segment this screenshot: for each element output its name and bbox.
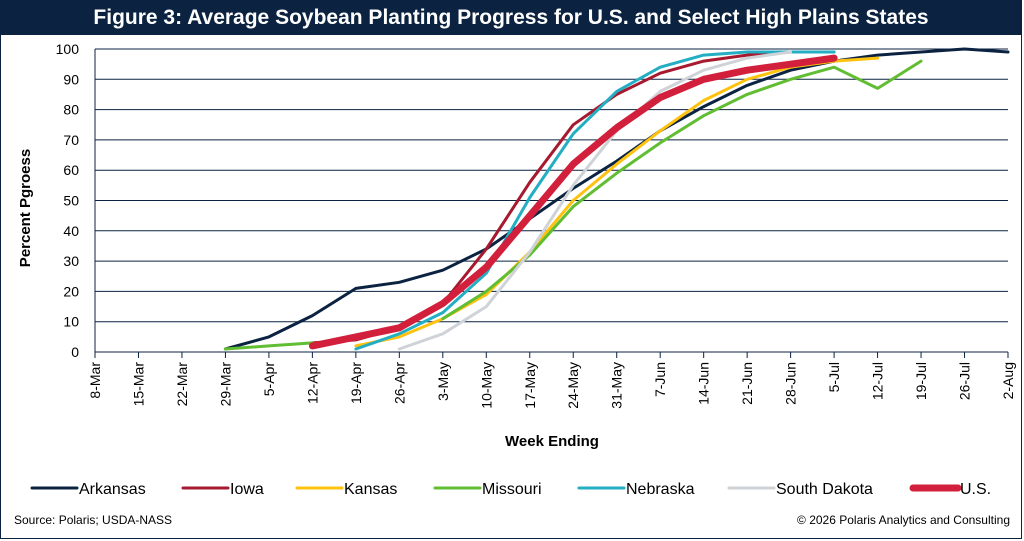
legend-label-iowa: Iowa	[230, 481, 264, 498]
y-tick-label-60: 60	[63, 162, 79, 178]
chart-title: Figure 3: Average Soybean Planting Progr…	[1, 1, 1021, 35]
x-tick-label-21: 2-Aug	[1000, 362, 1016, 399]
series-line-nebraska	[354, 50, 836, 351]
y-tick-label-80: 80	[63, 102, 79, 118]
source-note: Source: Polaris; USDA-NASS	[14, 513, 173, 527]
x-tick-label-9: 10-May	[478, 362, 494, 409]
x-tick-label-7: 26-Apr	[391, 362, 407, 404]
x-axis: 8-Mar 15-Mar 22-Mar 29-Mar 5-Apr 12-Apr 19-Apr…	[87, 351, 1016, 409]
legend: Arkansas Iowa Kansas Missouri Nebraska South …	[30, 481, 991, 498]
x-tick-label-5: 12-Apr	[304, 362, 320, 404]
y-tick-label-10: 10	[63, 314, 79, 330]
y-tick-label-90: 90	[63, 71, 79, 87]
x-axis-title: Week Ending	[505, 433, 599, 450]
y-axis-title: Percent Pgroess	[17, 149, 34, 267]
series-line-south-dakota	[397, 50, 793, 351]
legend-label-u-s: U.S.	[960, 481, 991, 498]
y-tick-label-0: 0	[71, 344, 79, 360]
x-tick-label-16: 28-Jun	[783, 362, 799, 405]
x-tick-label-11: 24-May	[565, 362, 581, 409]
y-tick-label-30: 30	[63, 253, 79, 269]
x-tick-label-3: 29-Mar	[217, 362, 233, 407]
legend-label-nebraska: Nebraska	[626, 481, 695, 498]
x-tick-label-0: 8-Mar	[87, 362, 103, 399]
x-tick-label-6: 19-Apr	[348, 362, 364, 404]
x-tick-label-18: 12-Jul	[870, 362, 886, 400]
x-tick-label-19: 19-Jul	[913, 362, 929, 400]
y-tick-label-50: 50	[63, 193, 79, 209]
series-line-kansas	[354, 56, 880, 348]
x-tick-label-8: 3-May	[435, 362, 451, 401]
y-tick-label-40: 40	[63, 223, 79, 239]
y-tick-label-100: 100	[56, 41, 80, 57]
x-tick-label-20: 26-Jul	[957, 362, 973, 400]
legend-label-arkansas: Arkansas	[79, 481, 146, 498]
series-line-arkansas	[223, 47, 1010, 351]
y-tick-label-20: 20	[63, 283, 79, 299]
x-tick-label-12: 31-May	[609, 362, 625, 409]
copyright-note: © 2026 Polaris Analytics and Consulting	[797, 513, 1010, 527]
legend-label-south-dakota: South Dakota	[776, 481, 873, 498]
x-tick-label-4: 5-Apr	[261, 362, 277, 397]
legend-label-missouri: Missouri	[482, 481, 542, 498]
x-tick-label-13: 7-Jun	[652, 362, 668, 397]
x-tick-label-15: 21-Jun	[739, 362, 755, 405]
gridlines	[95, 48, 1008, 353]
x-tick-label-17: 5-Jul	[826, 362, 842, 392]
series-line-iowa	[310, 50, 793, 345]
series-line-u-s	[308, 54, 838, 350]
legend-label-kansas: Kansas	[344, 481, 397, 498]
x-tick-label-2: 22-Mar	[174, 362, 190, 407]
y-tick-label-70: 70	[63, 132, 79, 148]
x-tick-label-10: 17-May	[522, 362, 538, 409]
y-axis: 0 10 20 30 40 50 60 70 80 90 100	[56, 41, 96, 360]
series-lines	[223, 47, 1010, 351]
x-tick-label-14: 14-Jun	[696, 362, 712, 405]
x-tick-label-1: 15-Mar	[130, 362, 146, 407]
